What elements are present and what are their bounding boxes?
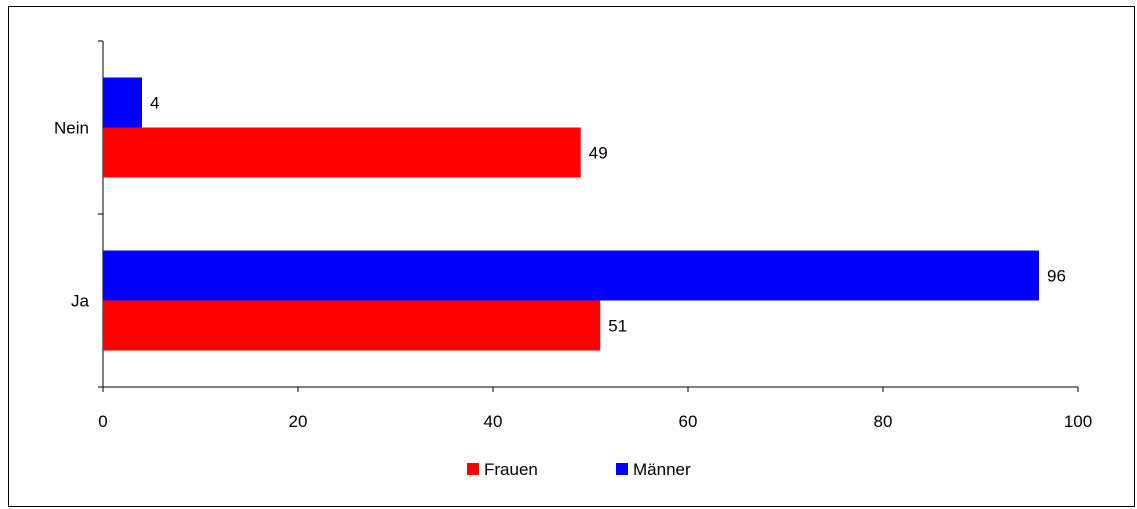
bar xyxy=(103,127,581,178)
axes: 0 20 40 60 80 100 Nein Ja xyxy=(54,40,1092,431)
legend-swatch xyxy=(467,463,479,475)
x-tick-label: 60 xyxy=(679,412,698,431)
x-tick-label: 80 xyxy=(874,412,893,431)
x-tick-label: 20 xyxy=(289,412,308,431)
bars xyxy=(103,77,1039,351)
data-label: 4 xyxy=(150,94,159,113)
data-label: 49 xyxy=(589,144,608,163)
legend-label: Männer xyxy=(633,460,691,479)
x-tick-label: 40 xyxy=(484,412,503,431)
bar xyxy=(103,250,1039,301)
chart-frame xyxy=(8,6,1135,507)
legend-label: Frauen xyxy=(484,460,538,479)
x-tick-label: 0 xyxy=(98,412,107,431)
category-label: Nein xyxy=(54,119,89,138)
data-label: 96 xyxy=(1047,267,1066,286)
x-tick-label: 100 xyxy=(1064,412,1092,431)
bar xyxy=(103,300,601,351)
legend: Frauen Männer xyxy=(467,460,691,479)
category-label: Ja xyxy=(71,292,90,311)
legend-swatch xyxy=(616,463,628,475)
data-label: 51 xyxy=(608,317,627,336)
bar xyxy=(103,77,142,128)
data-labels: 4 49 96 51 xyxy=(150,94,1066,336)
